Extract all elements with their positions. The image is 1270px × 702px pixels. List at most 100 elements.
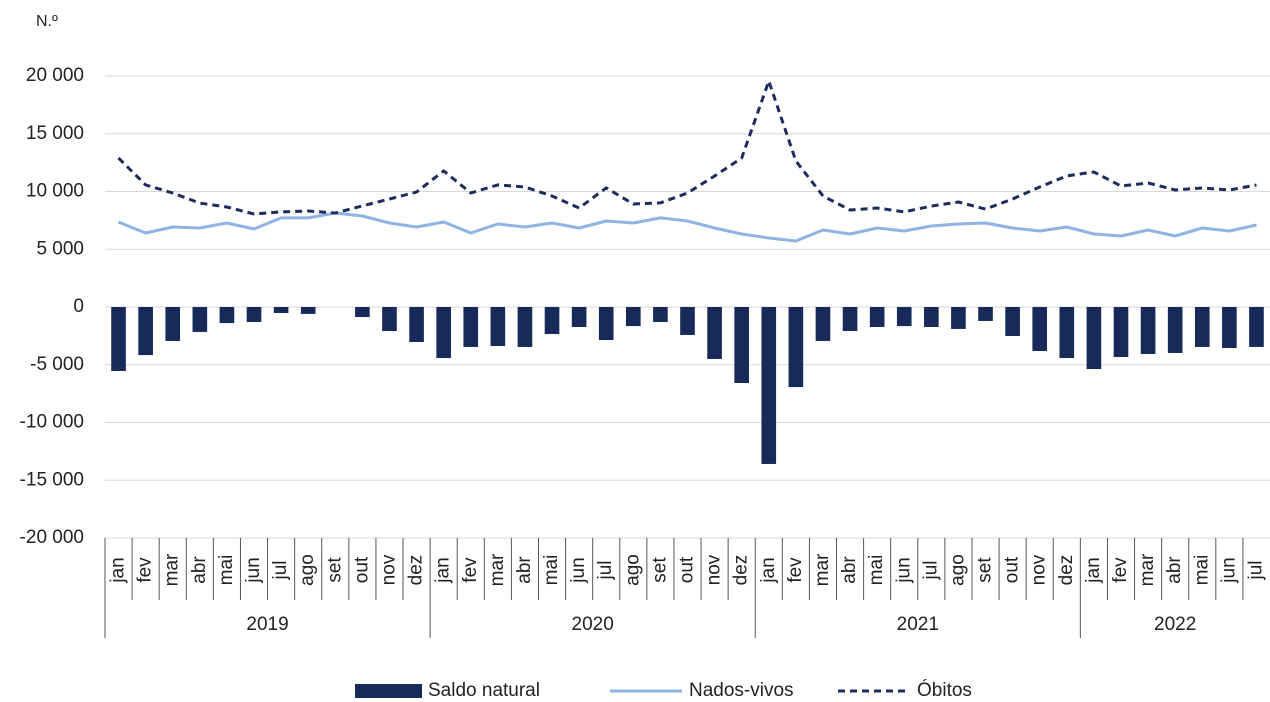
- y-tick-label: -5 000: [30, 354, 84, 375]
- x-tick-label: abr: [514, 556, 535, 584]
- x-tick-label: abr: [1164, 556, 1185, 584]
- line-series: [117, 211, 1257, 243]
- x-tick-label: ago: [297, 554, 318, 586]
- bar: [978, 307, 993, 321]
- bar: [409, 307, 424, 342]
- bar: [734, 307, 750, 383]
- bar: [1086, 307, 1102, 370]
- bar: [1059, 307, 1075, 359]
- bar: [680, 307, 695, 335]
- bar: [571, 307, 587, 327]
- line-series: [117, 79, 1257, 216]
- x-tick-label: mar: [812, 553, 833, 586]
- bar: [111, 307, 126, 371]
- y-tick-label: 0: [73, 296, 84, 317]
- y-tick-label: 20 000: [26, 65, 84, 86]
- x-tick-label: jan: [758, 557, 779, 583]
- x-tick-label: fev: [135, 557, 156, 583]
- bar: [1005, 307, 1020, 336]
- y-tick-label: 15 000: [26, 123, 84, 144]
- x-tick-label: abr: [839, 556, 860, 584]
- x-tick-label: jan: [1083, 557, 1104, 583]
- bar: [192, 307, 208, 332]
- x-tick-label: jun: [568, 557, 589, 583]
- x-tick-label: set: [649, 557, 670, 583]
- x-tick-label: mai: [1191, 555, 1212, 586]
- legend-label: Saldo natural: [428, 680, 540, 701]
- bar: [761, 307, 777, 464]
- x-tick-label: out: [351, 556, 372, 583]
- bar: [653, 307, 668, 323]
- bar: [165, 307, 181, 341]
- x-tick-label: dez: [731, 555, 752, 586]
- bar: [1167, 307, 1183, 353]
- y-axis-label: N.º: [36, 13, 58, 30]
- x-tick-label: set: [324, 557, 345, 583]
- x-tick-label: fev: [785, 557, 806, 583]
- bar: [544, 307, 560, 335]
- bar: [1222, 307, 1237, 349]
- bar: [788, 307, 804, 388]
- x-tick-label: mai: [866, 555, 887, 586]
- year-label: 2022: [1154, 614, 1196, 635]
- bar: [1032, 307, 1048, 352]
- legend-swatch: [355, 684, 422, 698]
- bar: [1249, 307, 1264, 347]
- x-tick-label: mar: [487, 553, 508, 586]
- bar: [273, 307, 289, 314]
- x-tick-label: jun: [893, 557, 914, 583]
- x-tick-label: nov: [704, 554, 725, 585]
- bar: [463, 307, 479, 347]
- y-tick-label: 10 000: [26, 181, 84, 202]
- bar: [517, 307, 533, 347]
- x-tick-label: out: [1002, 556, 1023, 583]
- x-tick-label: jul: [920, 560, 941, 580]
- year-label: 2019: [246, 614, 288, 635]
- bar: [246, 307, 262, 323]
- bar: [355, 307, 370, 318]
- bar: [896, 307, 912, 327]
- x-tick-label: jan: [108, 557, 129, 583]
- x-tick-label: jun: [243, 557, 264, 583]
- y-tick-label: -10 000: [20, 412, 84, 433]
- x-tick-label: jul: [595, 560, 616, 580]
- x-tick-label: jul: [1245, 560, 1266, 580]
- legend-label: Nados-vivos: [689, 680, 794, 701]
- x-tick-label: set: [975, 557, 996, 583]
- y-tick-label: 5 000: [36, 238, 84, 259]
- x-tick-label: out: [677, 556, 698, 583]
- bar: [869, 307, 885, 327]
- x-tick-label: ago: [947, 554, 968, 586]
- year-label: 2020: [572, 614, 614, 635]
- bar: [219, 307, 235, 324]
- y-tick-label: -15 000: [20, 469, 84, 490]
- x-tick-label: mar: [1137, 553, 1158, 586]
- bar: [842, 307, 858, 332]
- x-tick-label: fev: [460, 557, 481, 583]
- x-tick-label: jun: [1218, 557, 1239, 583]
- bar: [490, 307, 506, 347]
- x-tick-label: mai: [541, 555, 562, 586]
- bar: [138, 307, 153, 356]
- year-label: 2021: [897, 614, 939, 635]
- bar: [625, 307, 641, 327]
- bar: [598, 307, 614, 341]
- bar: [1140, 307, 1156, 355]
- bar: [1194, 307, 1210, 347]
- y-tick-label: -20 000: [20, 527, 84, 548]
- bar: [815, 307, 831, 341]
- bar: [300, 307, 316, 314]
- bar: [382, 307, 397, 332]
- bar: [436, 307, 451, 359]
- x-tick-label: dez: [1056, 555, 1077, 586]
- bar: [1113, 307, 1129, 358]
- x-tick-label: abr: [189, 556, 210, 584]
- x-tick-label: mai: [216, 555, 237, 586]
- x-tick-label: ago: [622, 554, 643, 586]
- x-tick-label: nov: [1029, 554, 1050, 585]
- bar: [924, 307, 939, 327]
- x-tick-label: fev: [1110, 557, 1131, 583]
- x-tick-label: jan: [433, 557, 454, 583]
- x-tick-label: mar: [162, 553, 183, 586]
